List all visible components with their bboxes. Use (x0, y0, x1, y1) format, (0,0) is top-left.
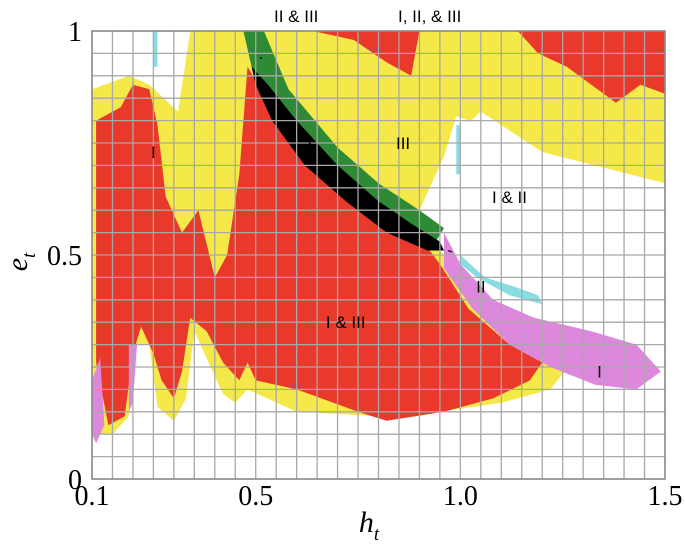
region-i (96, 66, 543, 426)
x-tick-label: 0.1 (75, 481, 110, 512)
annotation-i: I (597, 362, 602, 381)
region-i-upper-right (517, 31, 665, 103)
annotation-leader-i-ii-iii (305, 137, 314, 148)
annotation-i-iii: I & III (326, 313, 366, 332)
x-tick-label: 1.0 (443, 481, 478, 512)
y-tick-label: 1 (68, 17, 82, 48)
region-i-upper-middle (313, 31, 420, 76)
annotation-i-ii: I & II (492, 188, 527, 207)
x-tick-labels: 0.1 0.5 1.0 1.5 (75, 481, 683, 512)
annotation-ii: II (476, 277, 485, 296)
y-axis-title-subscript: t (19, 252, 40, 258)
y-tick-labels: 00.51 (47, 17, 82, 496)
grid-layer (91, 30, 666, 480)
y-tick-label: 0 (68, 465, 82, 496)
region-ii-iii (243, 31, 444, 242)
annotation-ii-iii: II & III (274, 7, 318, 26)
annotation-iii: III (396, 134, 410, 153)
x-axis-title-subscript: t (374, 524, 380, 545)
plot-frame (91, 30, 666, 480)
x-axis-title-base: h (359, 506, 374, 539)
x-tick-label: 1.5 (648, 481, 683, 512)
x-tick-label: 0.5 (238, 481, 273, 512)
annotation-i-ii-iii: I, II, & III (398, 7, 461, 26)
region-ii-top-left (153, 31, 158, 67)
annotation-i: I (151, 143, 156, 162)
x-axis-title: ht (359, 506, 380, 545)
y-tick-label: 0.5 (47, 241, 82, 272)
region-i-ii (444, 232, 661, 390)
y-axis-title-base: e (1, 258, 34, 271)
region-i-ii-left (92, 358, 105, 444)
region-iii-white-left (169, 31, 191, 85)
annotation-leader-i-ii (447, 249, 453, 253)
y-axis-title: et (1, 252, 40, 271)
region-ii-vertical-near-1-0 (456, 125, 461, 175)
